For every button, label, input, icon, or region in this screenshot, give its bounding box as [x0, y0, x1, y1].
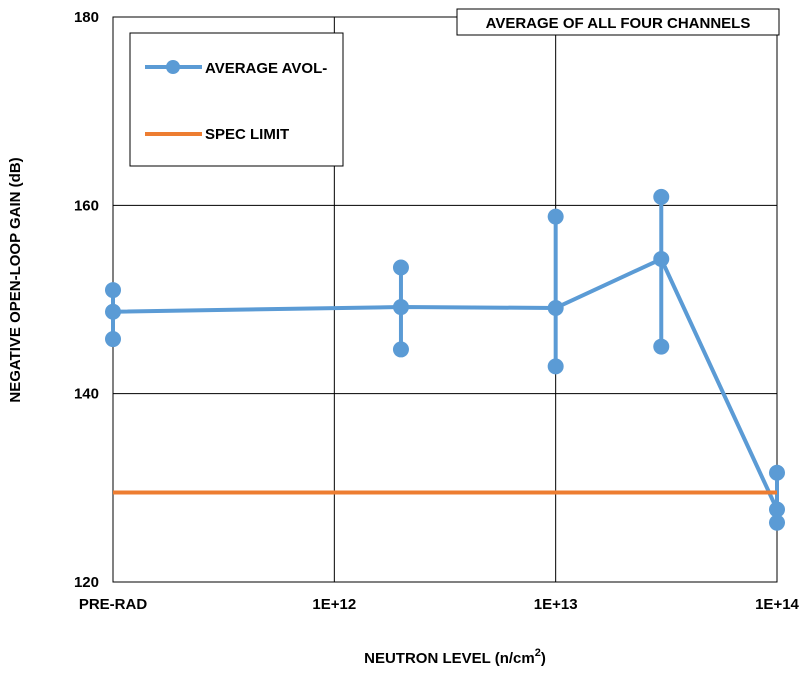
y-tick-label: 120	[74, 574, 99, 591]
legend-avol-label: AVERAGE AVOL-	[205, 60, 327, 77]
legend-spec-label: SPEC LIMIT	[205, 126, 289, 143]
avol-average-marker	[653, 251, 670, 268]
annotation-label: AVERAGE OF ALL FOUR CHANNELS	[486, 15, 751, 32]
x-axis-title-suffix: )	[541, 650, 546, 667]
x-axis-title-superscript: 2	[535, 647, 541, 659]
y-tick-label: 140	[74, 386, 99, 403]
legend: AVERAGE AVOL- SPEC LIMIT	[129, 32, 344, 167]
annotation-box: AVERAGE OF ALL FOUR CHANNELS	[456, 8, 780, 36]
avol-max-marker	[653, 188, 670, 205]
x-axis-title: NEUTRON LEVEL (n/cm2)	[364, 647, 546, 667]
legend-box	[129, 32, 344, 167]
axis-layer: NEGATIVE OPEN-LOOP GAIN (dB) NEUTRON LEV…	[7, 9, 800, 667]
avol-average-marker	[105, 303, 121, 320]
y-axis-title: NEGATIVE OPEN-LOOP GAIN (dB)	[7, 157, 24, 402]
avol-max-marker	[105, 282, 121, 299]
y-tick-label: 160	[74, 197, 99, 214]
legend-avol-marker	[166, 60, 180, 74]
x-tick-label: PRE-RAD	[79, 596, 148, 613]
avol-min-marker	[653, 338, 670, 355]
avol-min-marker	[547, 358, 564, 375]
y-tick-label: 180	[74, 9, 99, 26]
avol-min-marker	[392, 341, 409, 358]
avol-average-marker	[392, 299, 409, 316]
avol-max-marker	[769, 464, 785, 481]
x-tick-label: 1E+14	[755, 596, 799, 613]
avol-average-marker	[547, 299, 564, 316]
avol-min-marker	[769, 514, 785, 531]
x-tick-label: 1E+13	[534, 596, 578, 613]
x-tick-label: 1E+12	[312, 596, 356, 613]
x-axis-title-main: NEUTRON LEVEL (n/cm	[364, 650, 535, 667]
avol-max-marker	[392, 259, 409, 276]
avol-max-marker	[547, 208, 564, 225]
annotation-border	[456, 8, 780, 36]
series-layer	[105, 188, 785, 531]
avol-min-marker	[105, 331, 121, 348]
avol-series-line	[112, 257, 779, 511]
avol-average-marker	[769, 501, 785, 518]
